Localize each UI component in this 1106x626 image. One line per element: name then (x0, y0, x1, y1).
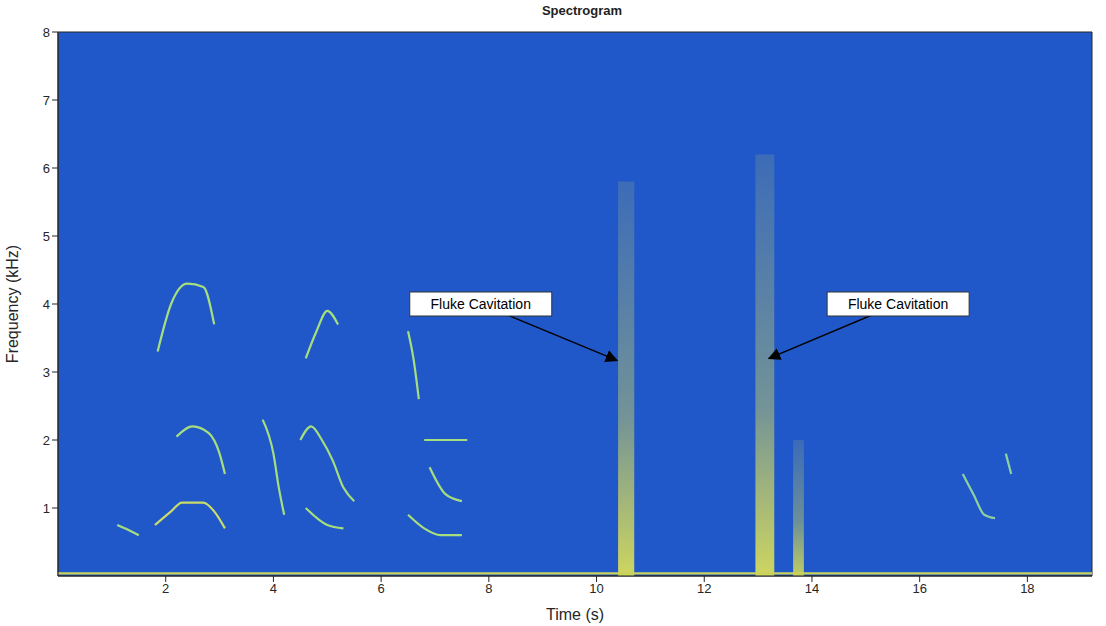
svg-text:2: 2 (43, 433, 50, 448)
svg-text:Frequency (kHz): Frequency (kHz) (4, 245, 21, 363)
svg-text:6: 6 (378, 581, 385, 596)
svg-text:14: 14 (805, 581, 819, 596)
svg-text:5: 5 (43, 229, 50, 244)
svg-text:1: 1 (43, 501, 50, 516)
svg-text:Time (s): Time (s) (546, 606, 604, 623)
svg-text:Fluke Cavitation: Fluke Cavitation (848, 296, 948, 312)
svg-text:16: 16 (912, 581, 926, 596)
svg-text:18: 18 (1020, 581, 1034, 596)
html-text:Spectrogram: Spectrogram (541, 3, 623, 18)
svg-text:4: 4 (270, 581, 277, 596)
svg-text:8: 8 (43, 25, 50, 40)
svg-text:8: 8 (485, 581, 492, 596)
svg-text:Fluke Cavitation: Fluke Cavitation (431, 296, 531, 312)
svg-text:10: 10 (589, 581, 603, 596)
svg-text:6: 6 (43, 161, 50, 176)
svg-text:7: 7 (43, 93, 50, 108)
svg-text:4: 4 (43, 297, 50, 312)
svg-text:2: 2 (162, 581, 169, 596)
svg-text:3: 3 (43, 365, 50, 380)
svg-text:12: 12 (697, 581, 711, 596)
